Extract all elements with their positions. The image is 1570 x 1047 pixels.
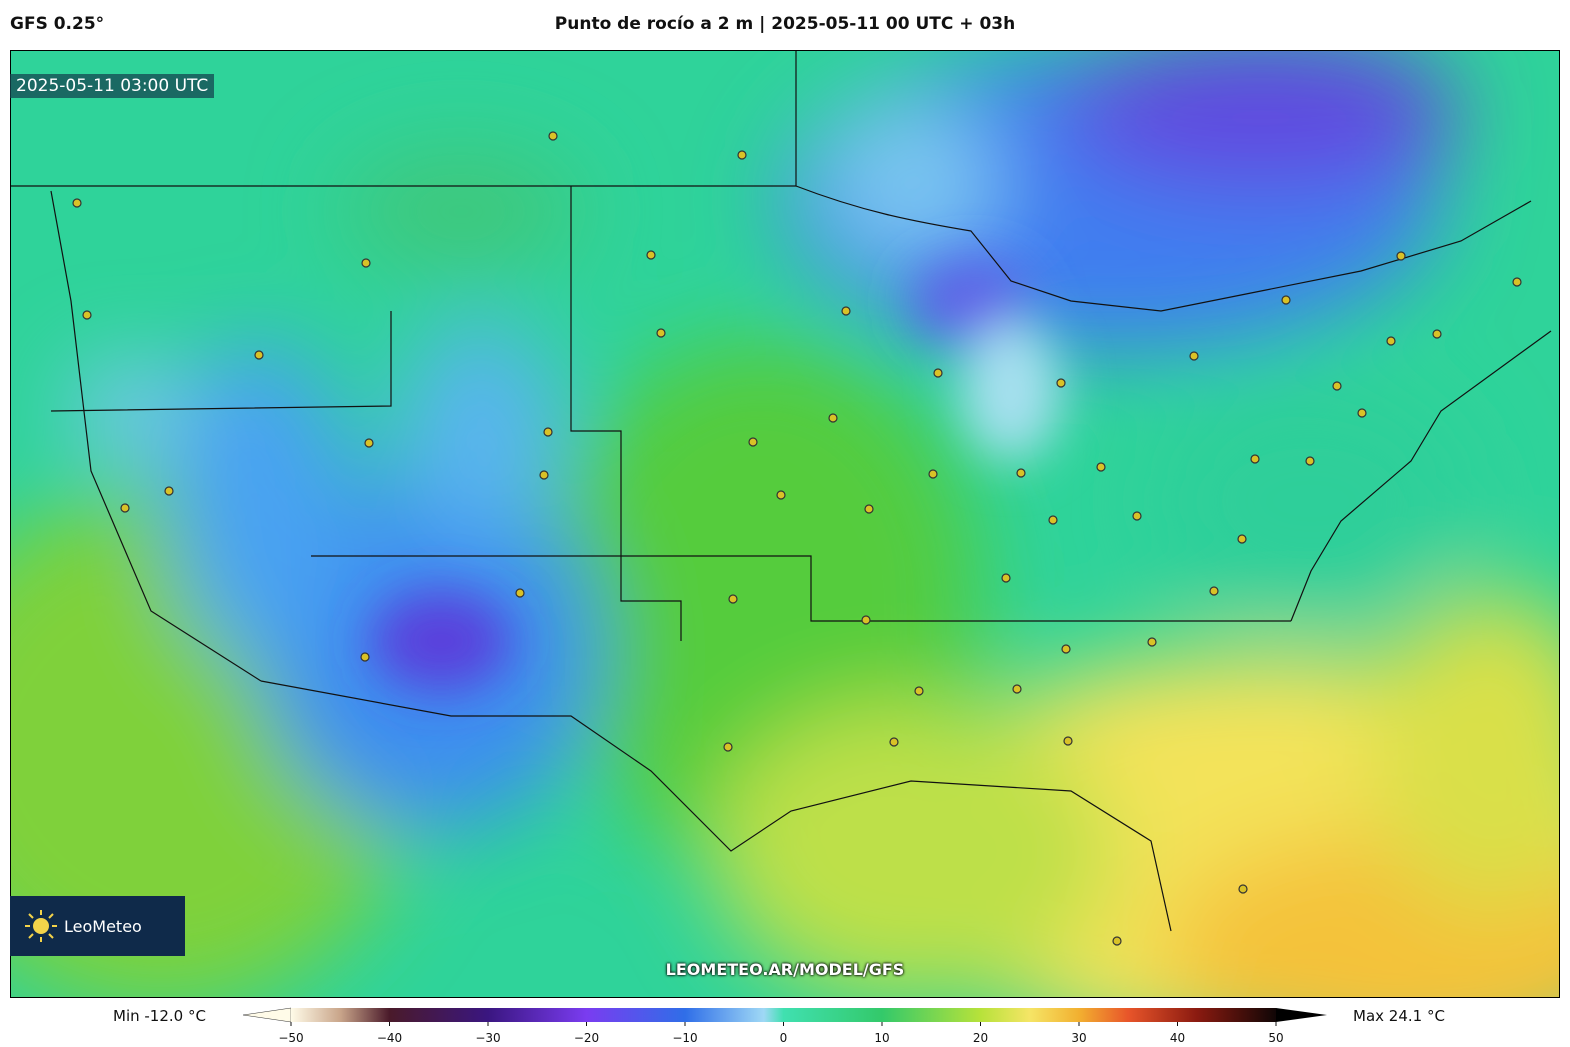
watermark: LEOMETEO.AR/MODEL/GFS — [665, 960, 905, 979]
colorbar-tick-label: 20 — [973, 1031, 988, 1045]
model-label: GFS 0.25° — [10, 14, 105, 34]
colorbar-tick-label: −40 — [377, 1031, 402, 1045]
logo: LeoMeteo — [10, 896, 185, 956]
map — [10, 50, 1560, 998]
colorbar-tick-label: −20 — [574, 1031, 599, 1045]
valid-time: 2025-05-11 03:00 UTC — [10, 74, 215, 98]
min-label: Min -12.0 °C — [113, 1007, 206, 1025]
colorbar-tick-label: 50 — [1268, 1031, 1283, 1045]
colorbar-tick-label: −30 — [475, 1031, 500, 1045]
colorbar: −50 −40 −30 −20 −10 0 10 20 30 40 50 — [242, 1007, 1327, 1045]
colorbar-tick-label: 40 — [1170, 1031, 1185, 1045]
colorbar-tick-label: −50 — [278, 1031, 303, 1045]
map-field — [11, 51, 1559, 997]
colorbar-tick-label: 10 — [874, 1031, 889, 1045]
colorbar-tick-label: 0 — [780, 1031, 788, 1045]
colorbar-tick-label: 30 — [1071, 1031, 1086, 1045]
map-title: Punto de rocío a 2 m | 2025-05-11 00 UTC… — [554, 14, 1016, 34]
colorbar-tick-label: −10 — [672, 1031, 697, 1045]
logo-text: LeoMeteo — [64, 916, 142, 936]
stations — [72, 131, 1522, 946]
max-label: Max 24.1 °C — [1353, 1007, 1445, 1025]
boundaries — [11, 51, 1552, 932]
logo-sun — [25, 910, 57, 942]
